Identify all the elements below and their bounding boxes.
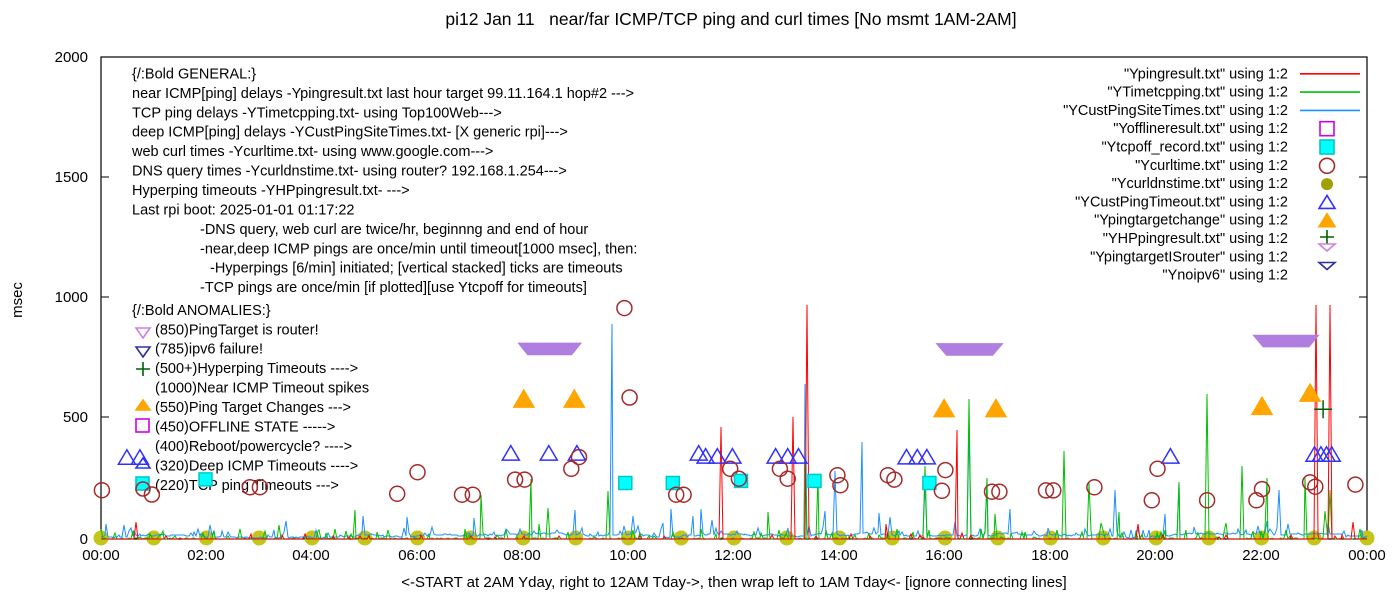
svg-text:web curl times -Ycurltime.txt-: web curl times -Ycurltime.txt- using www… <box>131 144 493 160</box>
svg-text:"Ypingresult.txt" using 1:2: "Ypingresult.txt" using 1:2 <box>1124 66 1288 82</box>
svg-text:{/:Bold GENERAL:}: {/:Bold GENERAL:} <box>132 67 256 83</box>
svg-text:1000: 1000 <box>55 289 88 306</box>
svg-text:"YpingtargetISrouter" using 1:: "YpingtargetISrouter" using 1:2 <box>1090 249 1288 265</box>
svg-text:06:00: 06:00 <box>398 547 436 564</box>
svg-text:00:00: 00:00 <box>82 547 120 564</box>
svg-text:-DNS query, web curl are twice: -DNS query, web curl are twice/hr, begin… <box>200 222 588 238</box>
svg-text:(320)Deep ICMP Timeouts ---->: (320)Deep ICMP Timeouts ----> <box>155 458 358 474</box>
svg-text:(400)Reboot/powercycle? ---->: (400)Reboot/powercycle? ----> <box>155 439 352 455</box>
svg-text:2000: 2000 <box>55 49 88 66</box>
svg-text:-Hyperpings [6/min] initiated;: -Hyperpings [6/min] initiated; [vertical… <box>210 261 623 277</box>
svg-text:20:00: 20:00 <box>1136 547 1174 564</box>
svg-text:22:00: 22:00 <box>1242 547 1280 564</box>
svg-text:{/:Bold ANOMALIES:}: {/:Bold ANOMALIES:} <box>132 303 271 319</box>
svg-text:(550)Ping Target Changes --->: (550)Ping Target Changes ---> <box>155 400 351 416</box>
svg-text:(450)OFFLINE STATE ----->: (450)OFFLINE STATE -----> <box>155 420 335 436</box>
svg-text:pi12 Jan 11 near/far ICMP/TC: pi12 Jan 11 near/far ICMP/TCP ping and c… <box>445 9 1016 29</box>
svg-text:14:00: 14:00 <box>820 547 858 564</box>
svg-text:500: 500 <box>63 409 88 426</box>
svg-text:(850)PingTarget is router!: (850)PingTarget is router! <box>155 322 319 338</box>
svg-text:"Ycurldnstime.txt" using 1:2: "Ycurldnstime.txt" using 1:2 <box>1112 176 1288 192</box>
svg-text:"Yofflineresult.txt" using 1:2: "Yofflineresult.txt" using 1:2 <box>1113 121 1288 137</box>
svg-text:<-START at 2AM Yday, right to: <-START at 2AM Yday, right to 12AM Tday-… <box>401 574 1066 591</box>
svg-text:04:00: 04:00 <box>292 547 330 564</box>
svg-text:Hyperping timeouts -YHPpingres: Hyperping timeouts -YHPpingresult.txt- -… <box>132 183 410 199</box>
svg-text:02:00: 02:00 <box>187 547 225 564</box>
svg-text:DNS query times -Ycurldnstime.: DNS query times -Ycurldnstime.txt- using… <box>132 164 567 180</box>
svg-text:Last rpi boot: 2025-01-01 01:1: Last rpi boot: 2025-01-01 01:17:22 <box>132 202 355 218</box>
svg-text:10:00: 10:00 <box>609 547 647 564</box>
svg-text:near ICMP[ping] delays -Ypingr: near ICMP[ping] delays -Ypingresult.txt … <box>132 86 634 102</box>
svg-text:(785)ipv6 failure!: (785)ipv6 failure! <box>155 342 263 358</box>
svg-text:0: 0 <box>80 531 88 548</box>
svg-text:msec: msec <box>9 282 26 318</box>
svg-text:"Ytcpoff_record.txt" using 1:2: "Ytcpoff_record.txt" using 1:2 <box>1101 140 1288 156</box>
svg-text:(1000)Near ICMP Timeout spikes: (1000)Near ICMP Timeout spikes <box>155 381 369 397</box>
svg-text:(500+)Hyperping Timeouts ---->: (500+)Hyperping Timeouts ----> <box>155 361 358 377</box>
svg-text:deep ICMP[ping] delays -YCustP: deep ICMP[ping] delays -YCustPingSiteTim… <box>132 125 568 141</box>
svg-text:12:00: 12:00 <box>714 547 752 564</box>
svg-text:"YHPpingresult.txt" using 1:2: "YHPpingresult.txt" using 1:2 <box>1103 231 1288 247</box>
svg-text:08:00: 08:00 <box>503 547 541 564</box>
svg-text:18:00: 18:00 <box>1031 547 1069 564</box>
svg-text:"Ycurltime.txt" using 1:2: "Ycurltime.txt" using 1:2 <box>1135 158 1288 174</box>
svg-text:"YCustPingSiteTimes.txt" using: "YCustPingSiteTimes.txt" using 1:2 <box>1063 103 1288 119</box>
svg-text:-TCP pings are once/min [if pl: -TCP pings are once/min [if plotted][use… <box>200 280 587 296</box>
svg-text:TCP ping delays -YTimetcpping.: TCP ping delays -YTimetcpping.txt- using… <box>132 105 502 121</box>
svg-text:"YTimetcpping.txt" using 1:2: "YTimetcpping.txt" using 1:2 <box>1107 85 1288 101</box>
svg-text:"YCustPingTimeout.txt" using 1: "YCustPingTimeout.txt" using 1:2 <box>1075 194 1288 210</box>
svg-text:16:00: 16:00 <box>925 547 963 564</box>
svg-text:-near,deep ICMP pings are once: -near,deep ICMP pings are once/min until… <box>200 241 637 257</box>
svg-text:00:00: 00:00 <box>1348 547 1386 564</box>
svg-text:1500: 1500 <box>55 169 88 186</box>
svg-text:"Ynoipv6" using 1:2: "Ynoipv6" using 1:2 <box>1162 268 1288 284</box>
svg-text:"Ypingtargetchange" using 1:2: "Ypingtargetchange" using 1:2 <box>1094 213 1288 229</box>
